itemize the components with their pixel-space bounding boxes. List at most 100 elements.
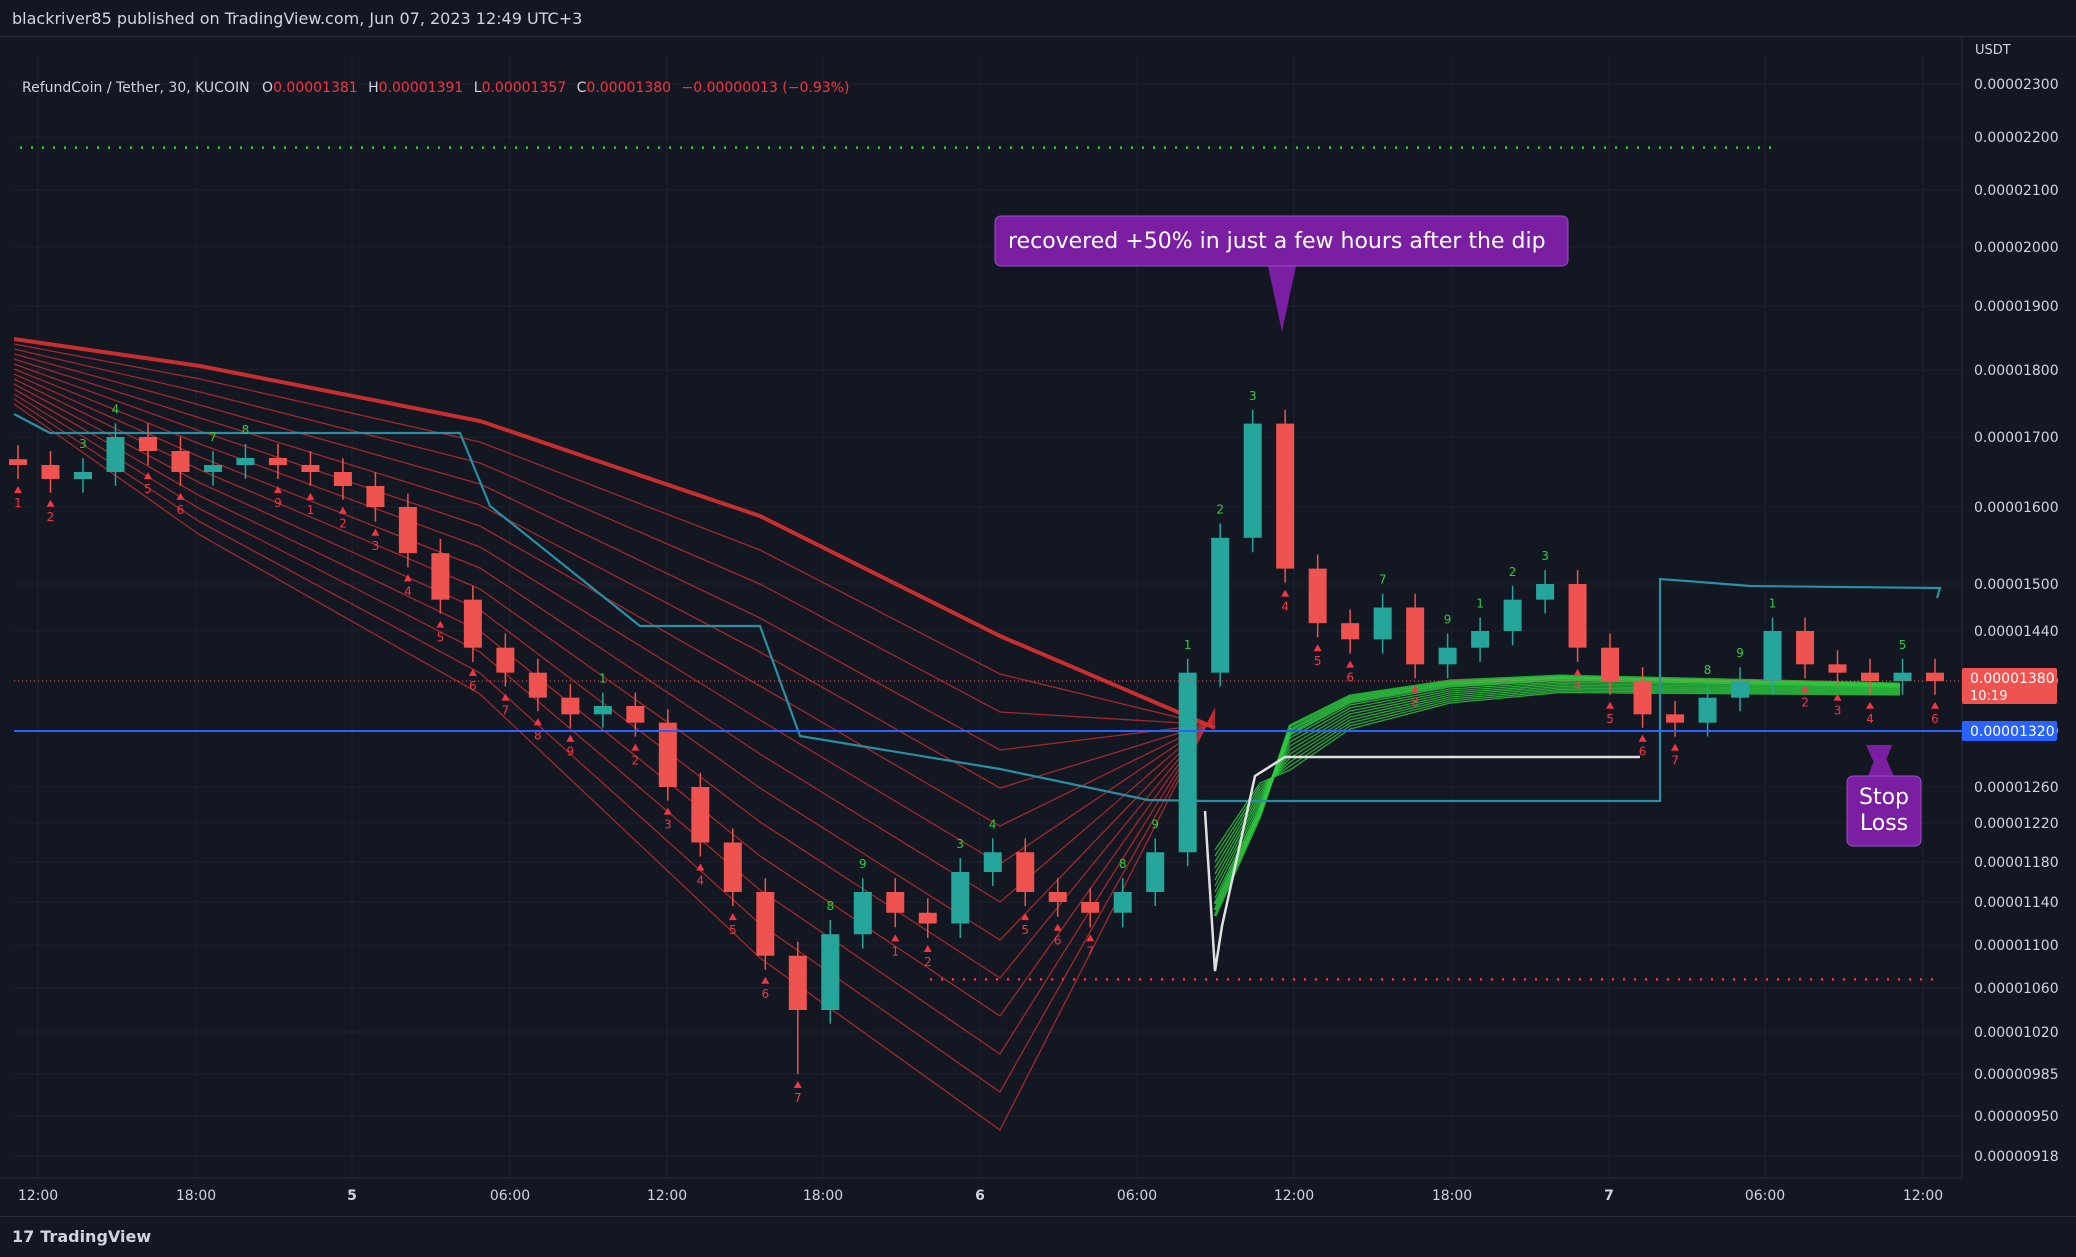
ma-ribbon [13,337,1901,1131]
time-tick-label: 7 [1604,1188,1614,1204]
red-ma-line [13,403,1216,1131]
td-count-down: 2 [339,517,347,531]
red-ma-line [13,337,1216,730]
td-count-down: 3 [372,539,380,553]
candle-body [236,458,255,465]
candle-body [1081,902,1100,913]
td-count-up: 8 [826,899,834,913]
candle-body [463,599,482,648]
td-count-up: 3 [1249,389,1257,403]
time-tick-label: 18:00 [176,1188,216,1204]
price-tick-label: 0.00001900 [1974,299,2059,315]
candle-body [1471,631,1490,648]
publisher-bar: blackriver85 published on TradingView.co… [0,0,2076,37]
td-arrow-down [176,492,185,500]
td-arrow-down [1671,743,1680,751]
candle-body [1568,584,1587,648]
candle-body [528,672,547,698]
td-count-up: 3 [1541,549,1549,563]
td-arrow-down [1053,923,1062,931]
td-count-down: 6 [1054,934,1062,948]
td-arrow-down [1606,701,1615,709]
td-count-down: 1 [14,496,22,510]
candle-body [171,451,190,472]
chart-area[interactable]: USDT 0.00002300 0.00002200 0.00002100 0.0000… [0,36,2076,1216]
td-arrow-down [1086,934,1095,942]
td-arrow-down [501,693,510,701]
time-tick-label: 06:00 [1745,1188,1785,1204]
red-ma-line [13,358,1216,789]
open-label: O [262,80,274,96]
candle-body [658,722,677,787]
candle-body [366,486,385,507]
td-count-down: 2 [47,510,55,524]
candle-body [626,706,645,723]
td-count-down: 7 [1086,944,1094,958]
td-arrow-down [891,934,900,942]
td-count-up: 3 [79,437,87,451]
time-tick-label: 12:00 [18,1188,58,1204]
callout-box [994,215,1569,267]
td-arrow-down [728,913,737,921]
td-count-up: 3 [956,837,964,851]
candle-body [691,787,710,843]
td-arrow-down [1346,660,1355,668]
td-arrow-down [468,668,477,676]
td-count-down: 2 [1801,695,1809,709]
tradingview-logo[interactable]: 17 TradingView [12,1227,151,1246]
green-ma-line [1214,682,1901,887]
price-tick-label: 0.00002300 [1974,77,2059,93]
grid-lines [14,56,1962,1178]
td-count-down: 4 [1866,712,1874,726]
time-tick-label: 12:00 [1903,1188,1943,1204]
time-tick-label: 06:00 [490,1188,530,1204]
green-ma-line [1213,674,1901,917]
time-tick-label: 06:00 [1117,1188,1157,1204]
td-arrow-down [1281,589,1290,597]
candle-body [496,647,515,673]
candle-body [561,697,580,715]
td-count-up: 9 [1444,612,1452,626]
time-tick-label: 12:00 [647,1188,687,1204]
stoploss-box [1846,775,1922,847]
td-arrow-down [631,743,640,751]
td-count-down: 6 [177,503,185,517]
low-value: 0.00001357 [481,80,567,96]
green-ma-line [1214,679,1901,899]
td-count-down: 5 [1314,654,1322,668]
price-tick-label: 0.00001800 [1974,363,2059,379]
candle-body [918,912,937,924]
price-tick-label: 0.00001020 [1974,1025,2059,1041]
candle-body [73,472,92,479]
candle-body [951,872,970,924]
td-arrow-down [566,734,575,742]
stoploss-pointer-base [1868,745,1894,776]
candle-body [723,842,742,892]
candle-body [1731,681,1750,698]
td-count-down: 6 [1639,745,1647,759]
td-arrow-down [371,528,380,536]
time-tick-label: 6 [975,1188,985,1204]
price-tick-label: 0.00001100 [1974,938,2059,954]
time-tick-label: 5 [347,1188,357,1204]
td-arrow-down [923,944,932,952]
td-count-up: 9 [1736,646,1744,660]
red-ma-line [13,348,1216,726]
last-price-countdown: 10:19 [1970,689,2007,704]
td-count-down: 4 [697,874,705,888]
td-arrow-down [143,472,152,480]
price-tick-label: 0.00001260 [1974,780,2059,796]
candle-body [1113,892,1132,913]
close-label: C [576,80,587,96]
td-count-down: 5 [1606,712,1614,726]
candle-body [41,465,60,479]
price-chart[interactable]: USDT 0.00002300 0.00002200 0.00002100 0.0000… [0,36,2076,1216]
candle-body [1178,672,1197,853]
candle-body [1406,607,1425,665]
red-ma-line [13,388,1216,1017]
price-tick-label: 0.00001060 [1974,981,2059,997]
candle-body [1341,623,1360,640]
td-count-down: 5 [144,482,152,496]
td-count-down: 1 [307,503,315,517]
td-count-down: 3 [664,818,672,832]
